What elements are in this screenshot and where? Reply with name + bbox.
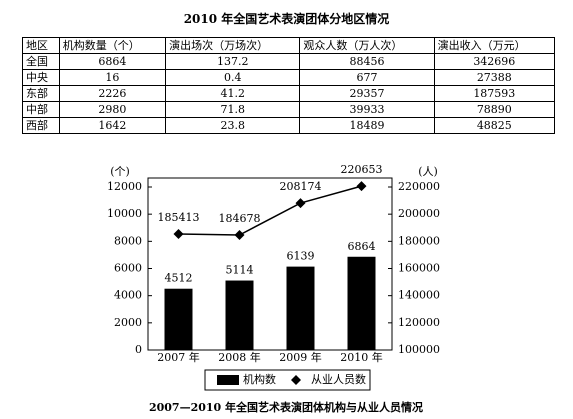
- table-cell: 机构数量（个）: [58, 37, 167, 54]
- bar-value-label: 6139: [287, 250, 315, 263]
- bar: [164, 288, 193, 350]
- x-tick-label: 2009 年: [279, 350, 322, 364]
- line-marker: [295, 198, 306, 209]
- table-cell: 137.2: [165, 53, 301, 70]
- table-cell: 88456: [299, 53, 435, 70]
- table-cell: 2980: [58, 101, 167, 118]
- table-row: 东部 2226 41.2 29357 187593: [22, 85, 556, 102]
- table-cell: 78890: [433, 101, 556, 118]
- y2-tick-label: 100000: [398, 343, 440, 356]
- bar: [286, 266, 315, 350]
- y-axis-label: (个): [110, 165, 130, 178]
- y2-tick-label: 180000: [398, 234, 440, 247]
- table-cell: 中部: [22, 101, 60, 118]
- table-cell: 27388: [433, 69, 556, 86]
- table-cell: 187593: [433, 85, 556, 102]
- line-value-label: 185413: [158, 211, 200, 224]
- y-tick-label: 0: [135, 343, 142, 356]
- y2-tick-label: 200000: [398, 207, 440, 220]
- y-tick-label: 8000: [114, 234, 142, 247]
- table-cell: 0.4: [165, 69, 301, 86]
- line-marker: [234, 229, 245, 240]
- table-title: 2010 年全国艺术表演团体分地区情况: [183, 12, 390, 26]
- plot-frame: [147, 177, 393, 351]
- y-tick-label: 12000: [107, 180, 142, 193]
- header-row: 地区 机构数量（个） 演出场次（万场次） 观众人数（万人次） 演出收入（万元）: [22, 37, 556, 54]
- bar-value-label: 6864: [348, 240, 376, 253]
- table-cell: 16: [58, 69, 167, 86]
- bar: [347, 256, 376, 350]
- table-row: 中央 16 0.4 677 27388: [22, 69, 556, 86]
- legend-label: 机构数: [243, 372, 276, 386]
- chart-caption: 2007—2010 年全国艺术表演团体机构与从业人员情况: [149, 400, 423, 414]
- table-cell: 演出场次（万场次）: [165, 37, 301, 54]
- x-tick-label: 2008 年: [218, 350, 261, 364]
- table-cell: 6864: [58, 53, 167, 70]
- x-tick-label: 2007 年: [157, 350, 200, 364]
- table-cell: 18489: [299, 117, 435, 134]
- table-cell: 29357: [299, 85, 435, 102]
- y2-tick-label: 140000: [398, 289, 440, 302]
- line: [178, 185, 362, 236]
- table-cell: 23.8: [165, 117, 301, 134]
- y2-tick-label: 120000: [398, 316, 440, 329]
- bar-value-label: 4512: [165, 272, 193, 285]
- table-cell: 2226: [58, 85, 167, 102]
- y-tick-label: 10000: [107, 207, 142, 220]
- chart: (个) (人) 0 2000 4000 6000 8000 10000 12000 100000 1…: [107, 163, 440, 414]
- table-cell: 东部: [22, 85, 60, 102]
- y-tick-label: 2000: [114, 316, 142, 329]
- table-cell: 地区: [22, 37, 60, 54]
- table-cell: 41.2: [165, 85, 301, 102]
- table-cell: 全国: [22, 53, 60, 70]
- table-cell: 观众人数（万人次）: [299, 37, 435, 54]
- line-marker: [356, 181, 367, 192]
- x-tick-label: 2010 年: [340, 350, 383, 364]
- table-cell: 48825: [433, 117, 556, 134]
- table-cell: 39933: [299, 101, 435, 118]
- legend-swatch: [291, 375, 301, 385]
- line-value-label: 184678: [219, 212, 261, 225]
- bar-value-label: 5114: [226, 264, 254, 277]
- table-cell: 中央: [22, 69, 60, 86]
- table-row: 西部 1642 23.8 18489 48825: [22, 117, 556, 134]
- y-tick-label: 6000: [114, 262, 142, 275]
- line-marker: [173, 228, 184, 239]
- legend-label: 从业人员数: [311, 373, 366, 386]
- legend-swatch: [217, 375, 239, 385]
- table-row: 中部 2980 71.8 39933 78890: [22, 101, 556, 118]
- table-cell: 演出收入（万元）: [433, 37, 556, 54]
- y2-axis-label: (人): [418, 165, 438, 178]
- y2-tick-label: 220000: [398, 180, 440, 193]
- y-tick-label: 4000: [114, 289, 142, 302]
- data-table: 地区 机构数量（个） 演出场次（万场次） 观众人数（万人次） 演出收入（万元） 全国 686…: [22, 37, 556, 134]
- line-value-label: 220653: [341, 163, 383, 176]
- y2-tick-label: 160000: [398, 262, 440, 275]
- table-cell: 677: [299, 69, 435, 86]
- table-cell: 西部: [22, 117, 60, 134]
- table-cell: 71.8: [165, 101, 301, 118]
- table-row: 全国 6864 137.2 88456 342696: [22, 53, 556, 70]
- bar: [225, 280, 254, 350]
- legend-box: [204, 369, 371, 391]
- table-cell: 1642: [58, 117, 167, 134]
- table-cell: 342696: [433, 53, 556, 70]
- line-value-label: 208174: [280, 180, 322, 193]
